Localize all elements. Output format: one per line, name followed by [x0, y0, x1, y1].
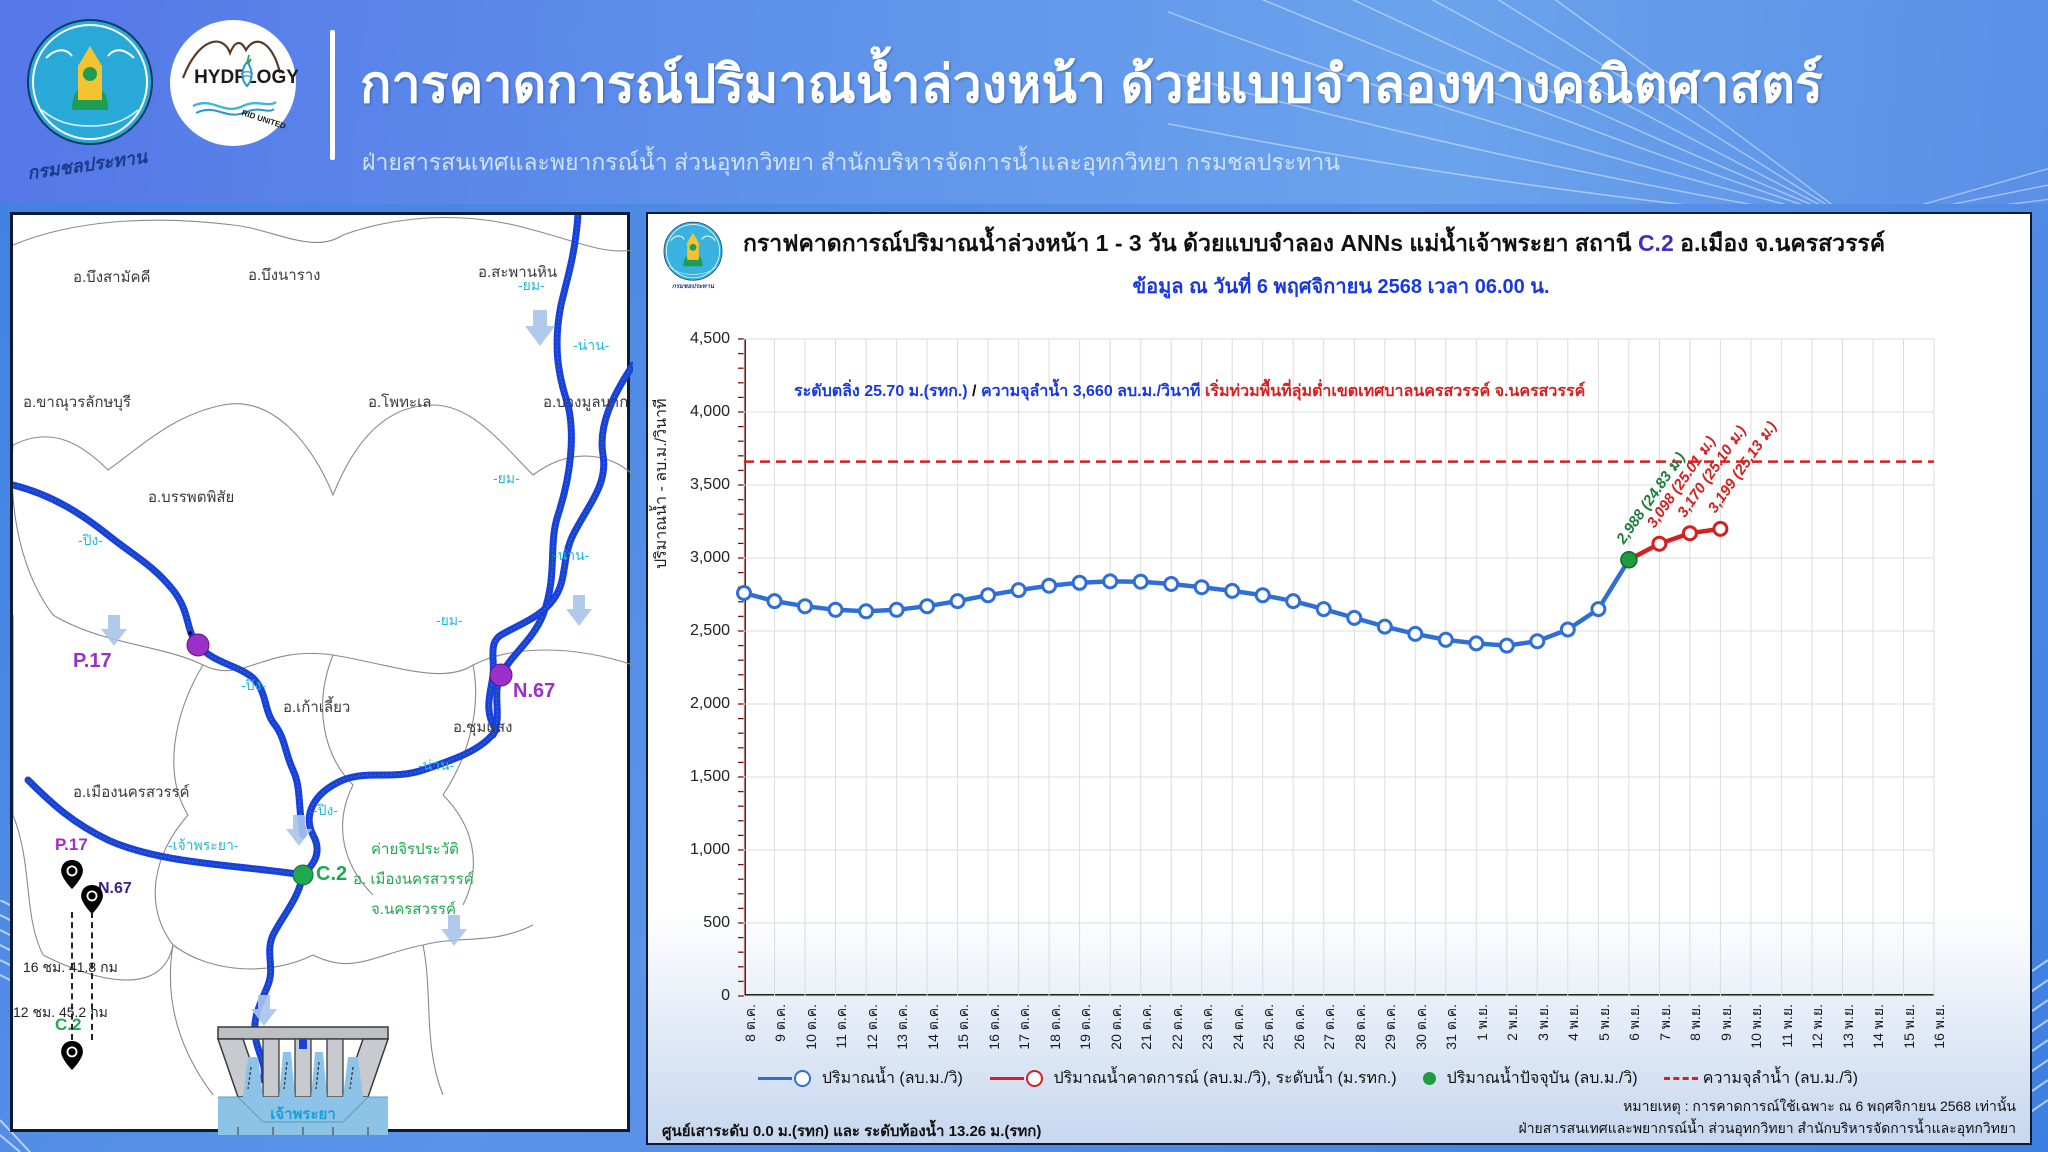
svg-text:LOGY: LOGY — [245, 67, 298, 88]
svg-text:HYDR: HYDR — [194, 67, 248, 88]
svg-text:เจ้าพระยา: เจ้าพระยา — [270, 1106, 336, 1123]
